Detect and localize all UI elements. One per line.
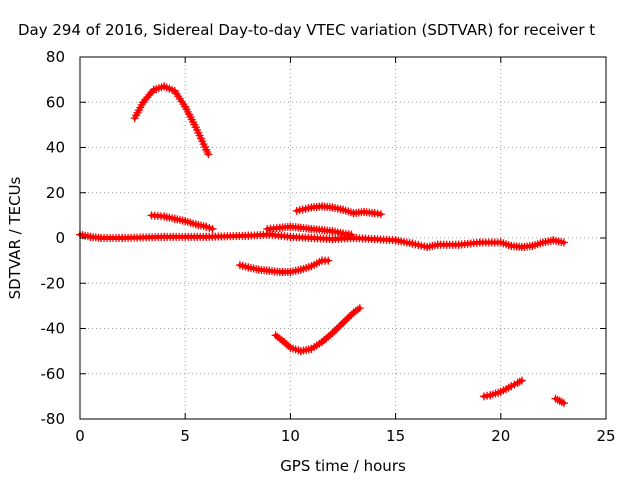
tick-layer (79, 56, 607, 420)
y-tick-label: 0 (55, 229, 65, 247)
series-arc-peak (130, 82, 213, 159)
data-layer (76, 82, 568, 408)
data-point (204, 150, 213, 159)
y-tick-label: -40 (41, 320, 66, 338)
series-arc-small-hump (263, 222, 356, 239)
data-point (559, 238, 568, 247)
y-tick-label: 40 (46, 139, 65, 157)
y-tick-label: 60 (46, 93, 65, 111)
chart-title: Day 294 of 2016, Sidereal Day-to-day VTE… (18, 21, 595, 39)
x-tick-label: 15 (386, 427, 405, 445)
series-arc-upper-hump (292, 202, 385, 219)
series-arc-dip-shallow (235, 256, 333, 276)
x-tick-label: 10 (281, 427, 300, 445)
data-point (347, 230, 356, 239)
x-axis-label: GPS time / hours (280, 457, 406, 475)
data-point (208, 224, 217, 233)
tick-label-layer: 0 5 10 15 20 25 -80 -60 -40 -20 0 20 40 60 80 (41, 48, 616, 445)
series-arc-mid-descending (147, 211, 217, 233)
y-tick-label: 80 (46, 48, 65, 66)
data-point (324, 256, 333, 265)
y-tick-label: -80 (41, 410, 66, 428)
data-point (376, 210, 385, 219)
series-arc-main-baseline (76, 230, 568, 252)
series-arc-late-short (551, 394, 568, 408)
x-tick-label: 25 (596, 427, 615, 445)
series-arc-dip-deep (271, 304, 364, 356)
x-tick-label: 5 (180, 427, 190, 445)
y-tick-label: -20 (41, 274, 66, 292)
y-tick-label: 20 (46, 184, 65, 202)
y-axis-label: SDTVAR / TECUs (6, 176, 24, 299)
data-point (355, 304, 364, 313)
x-tick-label: 0 (75, 427, 85, 445)
data-point (517, 376, 526, 385)
x-tick-label: 20 (491, 427, 510, 445)
y-tick-label: -60 (41, 365, 66, 383)
data-point (559, 399, 568, 408)
series-arc-late-rise (479, 376, 526, 401)
